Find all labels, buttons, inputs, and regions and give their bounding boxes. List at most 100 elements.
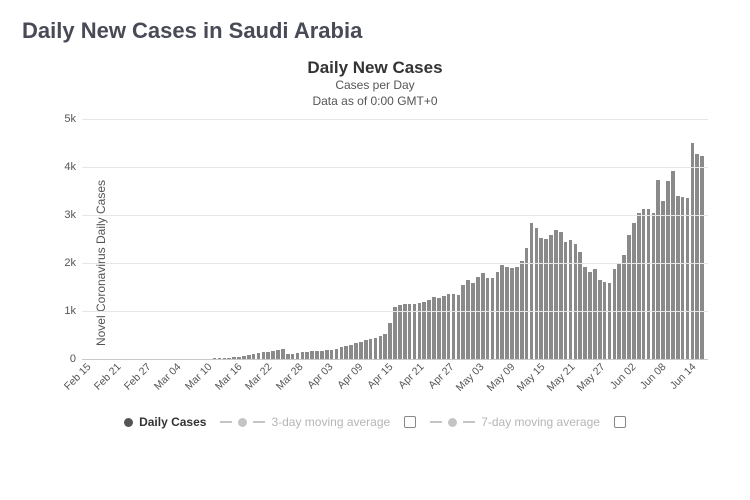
y-tick-label: 5k xyxy=(64,113,82,125)
bar[interactable] xyxy=(613,269,617,359)
bar[interactable] xyxy=(647,209,651,360)
bar[interactable] xyxy=(330,350,334,360)
bar[interactable] xyxy=(578,252,582,359)
bar[interactable] xyxy=(496,272,500,359)
bar[interactable] xyxy=(379,336,383,360)
bar[interactable] xyxy=(266,352,270,359)
bar[interactable] xyxy=(700,156,704,359)
bar[interactable] xyxy=(349,345,353,359)
bar[interactable] xyxy=(598,280,602,359)
bar[interactable] xyxy=(637,213,641,359)
bar[interactable] xyxy=(559,232,563,359)
legend-item[interactable]: Daily Cases xyxy=(124,415,206,429)
bar[interactable] xyxy=(535,228,539,359)
bar[interactable] xyxy=(457,295,461,360)
bar[interactable] xyxy=(344,346,348,359)
bar[interactable] xyxy=(622,255,626,359)
bar[interactable] xyxy=(432,297,436,359)
bar[interactable] xyxy=(681,197,685,359)
bar[interactable] xyxy=(354,343,358,359)
legend-checkbox[interactable] xyxy=(404,416,416,428)
bar[interactable] xyxy=(301,352,305,359)
bar[interactable] xyxy=(544,239,548,359)
bar[interactable] xyxy=(320,351,324,360)
bar[interactable] xyxy=(476,277,480,359)
bar[interactable] xyxy=(549,235,553,359)
gridline xyxy=(82,215,708,216)
bar[interactable] xyxy=(471,283,475,360)
bar[interactable] xyxy=(608,283,612,359)
bar[interactable] xyxy=(564,242,568,359)
bar[interactable] xyxy=(642,209,646,359)
bar[interactable] xyxy=(359,342,363,359)
bar[interactable] xyxy=(276,350,280,359)
bar[interactable] xyxy=(393,307,397,359)
legend-item[interactable]: 3-day moving average xyxy=(220,415,390,429)
bar[interactable] xyxy=(403,304,407,359)
bar[interactable] xyxy=(666,181,670,359)
bar[interactable] xyxy=(340,347,344,359)
legend-marker-line xyxy=(463,421,475,423)
y-tick-label: 3k xyxy=(64,209,82,221)
x-tick-label: Feb 21 xyxy=(92,361,124,393)
bar[interactable] xyxy=(603,282,607,360)
bar[interactable] xyxy=(569,240,573,359)
legend-label: Daily Cases xyxy=(139,415,206,429)
bar[interactable] xyxy=(525,248,529,359)
bar[interactable] xyxy=(671,171,675,359)
bar[interactable] xyxy=(588,272,592,359)
bar[interactable] xyxy=(408,304,412,359)
bar[interactable] xyxy=(632,223,636,359)
bar[interactable] xyxy=(310,351,314,359)
bar[interactable] xyxy=(481,273,485,359)
bar[interactable] xyxy=(427,300,431,359)
bar[interactable] xyxy=(452,294,456,359)
x-tick-label: Feb 27 xyxy=(122,361,154,393)
bar[interactable] xyxy=(364,340,368,359)
bar[interactable] xyxy=(652,213,656,359)
bar[interactable] xyxy=(583,267,587,360)
bar[interactable] xyxy=(593,269,597,359)
bar[interactable] xyxy=(686,198,690,360)
bar[interactable] xyxy=(695,154,699,359)
legend-checkbox[interactable] xyxy=(614,416,626,428)
bar[interactable] xyxy=(383,334,387,359)
bar[interactable] xyxy=(491,278,495,360)
bar[interactable] xyxy=(486,278,490,359)
x-tick-label: Jun 02 xyxy=(607,361,638,392)
bar[interactable] xyxy=(530,223,534,359)
bar[interactable] xyxy=(554,230,558,359)
bar[interactable] xyxy=(442,296,446,360)
bar[interactable] xyxy=(315,351,319,359)
bar[interactable] xyxy=(437,298,441,359)
legend-label: 3-day moving average xyxy=(271,415,390,429)
bar[interactable] xyxy=(539,238,543,360)
bar[interactable] xyxy=(271,351,275,359)
bar[interactable] xyxy=(676,196,680,359)
bar[interactable] xyxy=(398,305,402,359)
bar[interactable] xyxy=(656,180,660,359)
bar[interactable] xyxy=(374,338,378,359)
bar[interactable] xyxy=(466,280,470,359)
bar[interactable] xyxy=(447,294,451,359)
bar[interactable] xyxy=(281,349,285,359)
chart-subtitle-2: Data as of 0:00 GMT+0 xyxy=(22,94,728,110)
bar[interactable] xyxy=(262,352,266,359)
x-tick-label: May 27 xyxy=(575,361,608,394)
bar[interactable] xyxy=(369,339,373,360)
bar[interactable] xyxy=(388,323,392,360)
bar[interactable] xyxy=(661,201,665,359)
x-tick-label: Apr 21 xyxy=(396,361,426,391)
bar[interactable] xyxy=(325,350,329,359)
bar[interactable] xyxy=(305,352,309,360)
bar[interactable] xyxy=(574,244,578,359)
legend-item[interactable]: 7-day moving average xyxy=(430,415,600,429)
bar[interactable] xyxy=(461,285,465,359)
bar[interactable] xyxy=(335,349,339,360)
x-tick-label: May 03 xyxy=(454,361,487,394)
bar[interactable] xyxy=(691,143,695,359)
bar[interactable] xyxy=(515,267,519,360)
bar[interactable] xyxy=(505,267,509,359)
bar[interactable] xyxy=(510,268,514,359)
bar[interactable] xyxy=(627,235,631,359)
